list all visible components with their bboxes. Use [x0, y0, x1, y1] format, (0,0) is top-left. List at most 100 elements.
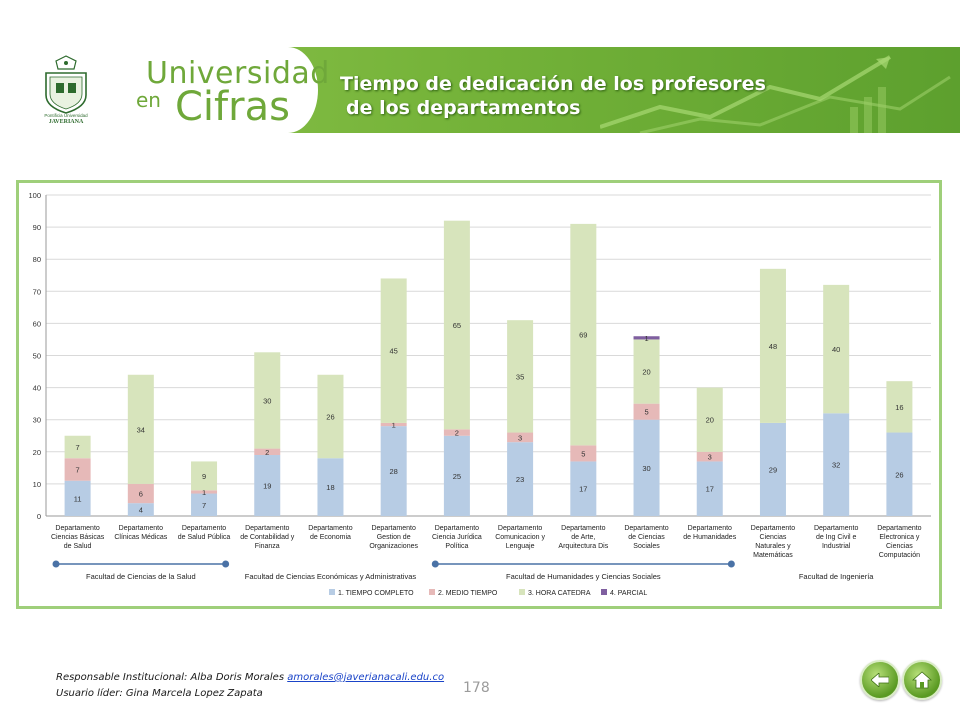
data-label: 9 — [202, 472, 206, 481]
data-label: 11 — [74, 494, 82, 503]
x-tick-label: Industrial — [822, 543, 851, 550]
seal-caption-2: JAVERIANA — [49, 119, 84, 125]
x-tick-label: Sociales — [633, 543, 660, 550]
bar-segment — [254, 448, 281, 456]
bar-segment — [380, 278, 407, 423]
x-tick-label: Departamento — [308, 525, 352, 532]
responsable-label: Responsable Institucional: Alba Doris Mo… — [56, 672, 285, 683]
bar-segment — [633, 339, 660, 404]
x-tick-label: Departamento — [561, 525, 605, 532]
x-tick-label: Departamento — [814, 525, 858, 532]
bar-segment — [570, 223, 597, 446]
bar-segment — [696, 451, 723, 462]
x-tick-label: Departamento — [182, 525, 226, 532]
home-button[interactable] — [902, 660, 942, 700]
faculty-bracket-dot — [431, 560, 439, 568]
footer-credits: Responsable Institucional: Alba Doris Mo… — [56, 670, 444, 702]
data-label: 6 — [139, 490, 143, 499]
data-label: 3 — [518, 433, 522, 442]
faculty-bracket-dot — [727, 560, 735, 568]
x-tick-label: Departamento — [435, 525, 479, 532]
data-label: 40 — [832, 345, 840, 354]
bar-segment — [633, 419, 660, 516]
x-tick-label: Organizaciones — [369, 543, 418, 550]
bar-segment — [191, 490, 218, 494]
bar-segment — [507, 320, 534, 433]
bar-segment — [64, 458, 91, 481]
x-tick-label: Ciencias — [886, 543, 913, 550]
data-label: 5 — [644, 408, 648, 417]
bar-segment — [443, 435, 470, 516]
legend-label: 2. MEDIO TIEMPO — [438, 590, 498, 597]
bar-segment — [380, 422, 407, 427]
x-tick-label: Comunicacion y — [495, 534, 545, 541]
y-tick-label: 60 — [33, 319, 41, 328]
bar-segment — [191, 493, 218, 516]
bar-segment — [886, 432, 913, 516]
bar-segment — [823, 413, 850, 516]
data-label: 35 — [516, 372, 524, 381]
bar-segment — [64, 480, 91, 516]
x-tick-label: de Salud Pública — [178, 534, 231, 541]
data-label: 7 — [76, 443, 80, 452]
data-label: 29 — [769, 465, 777, 474]
back-button[interactable] — [860, 660, 900, 700]
x-tick-label: Gestion de — [377, 534, 411, 541]
data-label: 19 — [263, 482, 271, 491]
home-icon — [912, 671, 932, 689]
data-label: 1 — [644, 334, 648, 343]
data-label: 32 — [832, 461, 840, 470]
bar-segment — [127, 503, 154, 516]
y-tick-label: 40 — [33, 384, 41, 393]
header-banner: Pontificia Universidad JAVERIANA — [0, 47, 960, 133]
x-tick-label: Departamento — [371, 525, 415, 532]
data-label: 5 — [581, 449, 585, 458]
data-label: 30 — [263, 396, 271, 405]
x-tick-label: de Ciencias — [628, 534, 665, 541]
data-label: 4 — [139, 506, 143, 515]
legend-swatch — [519, 589, 525, 595]
x-tick-label: Naturales y — [755, 543, 791, 550]
y-tick-label: 50 — [33, 352, 41, 361]
page-number: 178 — [463, 680, 490, 696]
y-tick-label: 80 — [33, 255, 41, 264]
bar-segment — [254, 352, 281, 449]
bar-segment — [127, 483, 154, 504]
seal-caption-1: Pontificia Universidad — [44, 113, 88, 118]
y-tick-label: 90 — [33, 223, 41, 232]
responsable-line: Responsable Institucional: Alba Doris Mo… — [56, 670, 444, 686]
slide-title-line-2: de los departamentos — [346, 97, 581, 119]
data-label: 3 — [708, 453, 712, 462]
bar-segment — [64, 435, 91, 459]
data-label: 17 — [706, 485, 714, 494]
data-label: 1 — [392, 421, 396, 430]
data-label: 25 — [453, 472, 461, 481]
bar-segment — [507, 442, 534, 516]
x-tick-label: Arquitectura Dis — [558, 543, 608, 550]
x-tick-label: Lenguaje — [506, 543, 535, 550]
x-tick-label: Ciencia Jurídica — [432, 534, 482, 541]
data-label: 69 — [579, 331, 587, 340]
data-label: 65 — [453, 321, 461, 330]
bar-segment — [507, 432, 534, 443]
data-label: 7 — [76, 465, 80, 474]
data-label: 20 — [706, 416, 714, 425]
x-tick-label: Departamento — [498, 525, 542, 532]
bar-segment — [443, 220, 470, 430]
x-tick-label: Departamento — [688, 525, 732, 532]
bar-segment — [633, 403, 660, 420]
x-tick-label: Finanza — [255, 543, 280, 550]
responsable-email-link[interactable]: amorales@javerianacali.edu.co — [287, 672, 445, 683]
x-tick-label: Departamento — [624, 525, 668, 532]
bar-segment — [317, 458, 344, 516]
x-tick-label: Computación — [879, 552, 920, 559]
x-tick-label: de Arte, — [571, 534, 595, 541]
legend-label: 4. PARCIAL — [610, 590, 647, 597]
y-tick-label: 20 — [33, 448, 41, 457]
x-tick-label: Electronica y — [879, 534, 920, 541]
bar-segment — [380, 426, 407, 516]
y-tick-label: 70 — [33, 287, 41, 296]
x-tick-label: Ciencias — [760, 534, 787, 541]
x-tick-label: de Humanidades — [683, 534, 736, 541]
bar-segment — [823, 284, 850, 414]
